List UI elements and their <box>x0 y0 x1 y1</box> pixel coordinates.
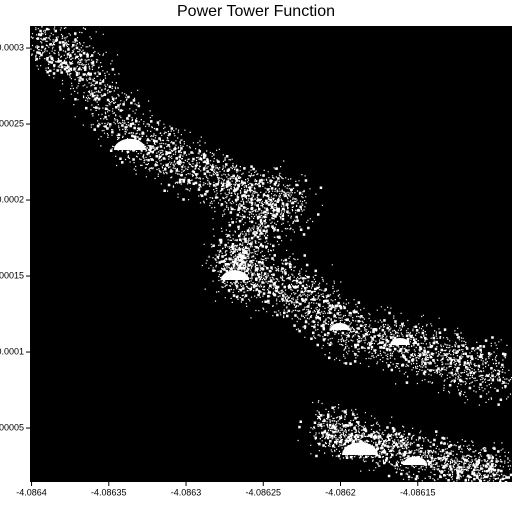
fractal-speckles <box>30 26 512 484</box>
y-tick-label: 0.00025 <box>0 118 24 128</box>
fractal-bulb <box>390 338 410 345</box>
plot-area <box>30 26 512 482</box>
x-tick-label: -4.0864 <box>16 487 47 497</box>
y-tick-label: 0.0003 <box>0 42 24 52</box>
fractal-image <box>30 26 512 484</box>
x-tick-label: -4.08635 <box>91 487 127 497</box>
fractal-bulb <box>403 456 427 465</box>
fractal-bulb <box>114 138 146 150</box>
x-tick-label: -4.08625 <box>246 487 282 497</box>
y-tick-label: 0.00015 <box>0 270 24 280</box>
x-tick-label: -4.08615 <box>400 487 436 497</box>
fractal-bulb <box>221 270 249 280</box>
y-tick-label: 0.0001 <box>0 346 24 356</box>
fractal-bulb <box>330 323 350 330</box>
chart-title: Power Tower Function <box>177 3 335 20</box>
x-tick-label: -4.0863 <box>171 487 202 497</box>
fractal-bulb <box>342 442 378 455</box>
y-tick-label: 0.00005 <box>0 422 24 432</box>
y-tick-label: 0.0002 <box>0 194 24 204</box>
x-tick-label: -4.0862 <box>325 487 356 497</box>
